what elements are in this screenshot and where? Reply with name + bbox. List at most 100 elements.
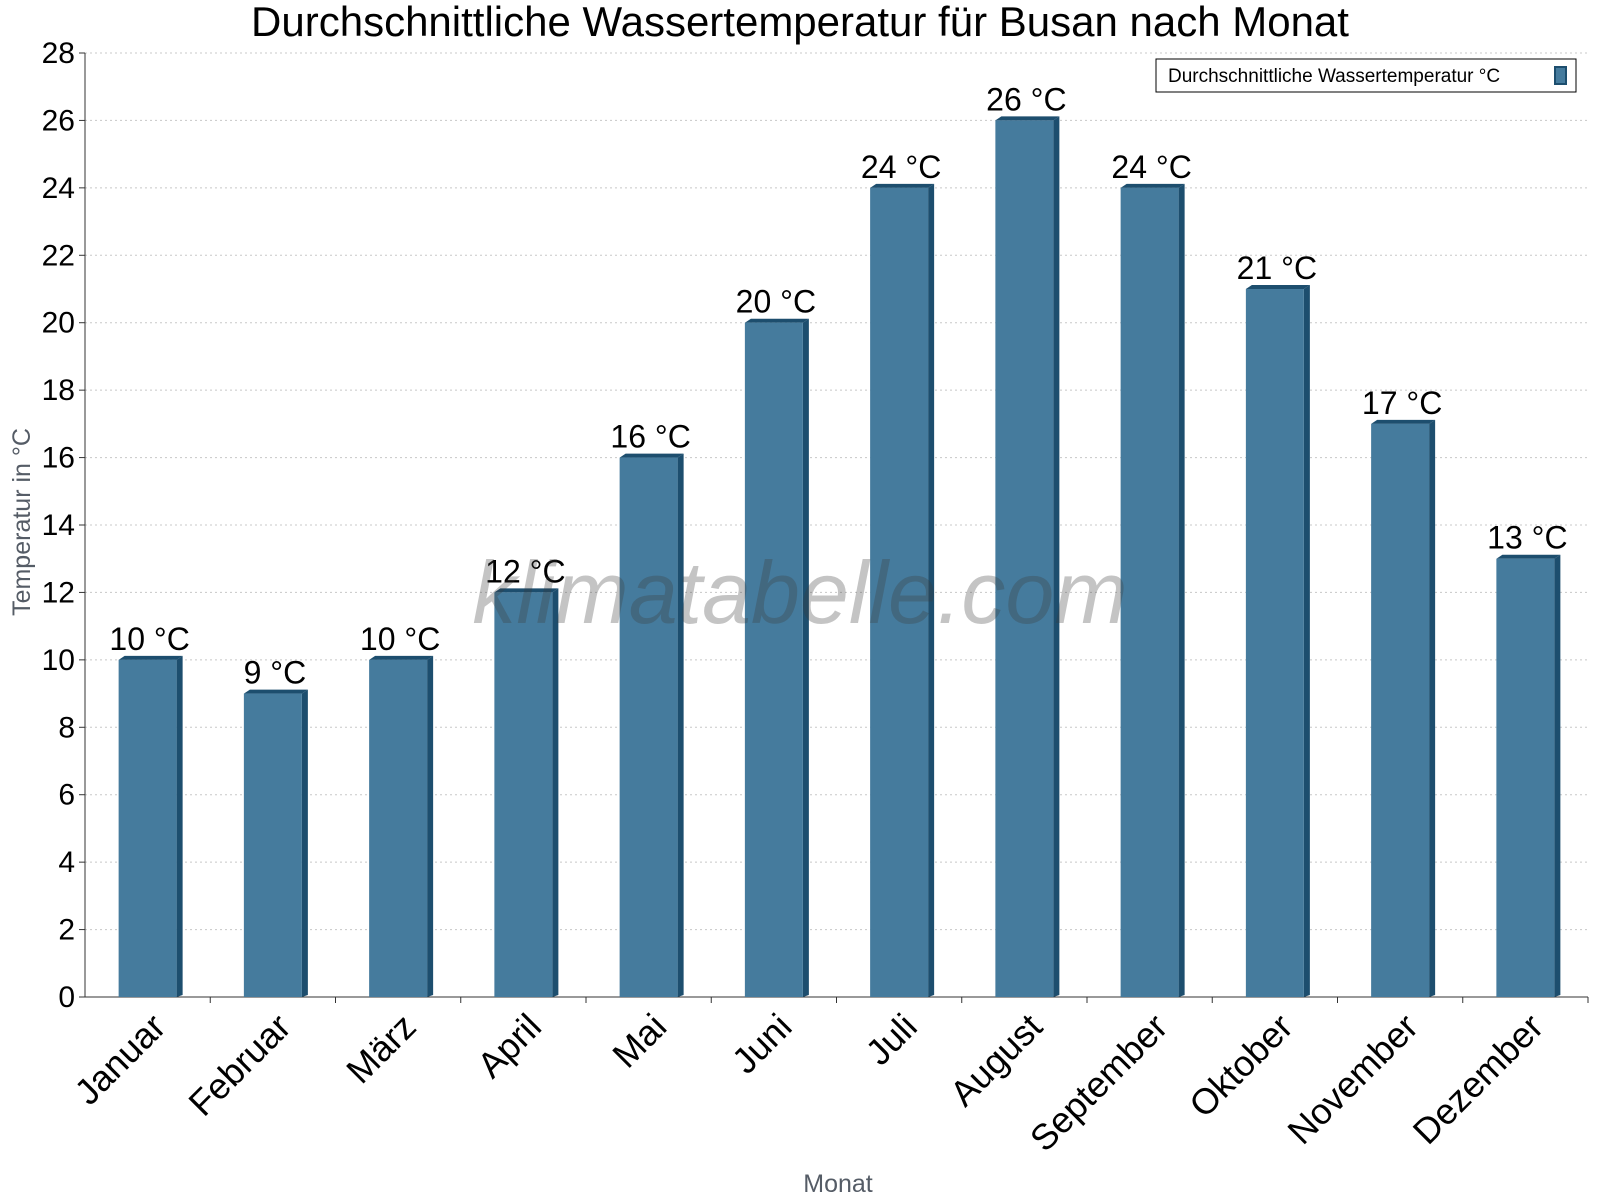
bar <box>243 689 308 997</box>
legend-label: Durchschnittliche Wassertemperatur °C <box>1168 66 1500 87</box>
data-label: 12 °C <box>485 553 565 589</box>
x-tick-label: August <box>942 1006 1050 1114</box>
bar-top <box>243 689 308 694</box>
bar-front <box>494 592 553 997</box>
y-tick-label: 12 <box>42 576 75 609</box>
x-axis-ticks: Januar Februar März April Mai Juni Juli AugustS… <box>66 1006 1551 1160</box>
y-tick-label: 20 <box>42 307 75 340</box>
data-label: 16 °C <box>610 419 690 455</box>
bar-top <box>744 318 809 323</box>
data-label: 10 °C <box>109 621 189 657</box>
bar-side <box>301 689 308 997</box>
y-tick-label: 0 <box>58 981 75 1014</box>
x-tick-label: Dezember <box>1405 1006 1551 1152</box>
bar-top <box>1245 285 1310 289</box>
x-tick-label: März <box>338 1006 424 1092</box>
data-label: 10 °C <box>360 621 440 657</box>
y-tick-label: 18 <box>42 374 75 407</box>
x-tick-label: November <box>1279 1006 1425 1152</box>
bar <box>369 655 434 997</box>
chart-title: Durchschnittliche Wassertemperatur für B… <box>251 0 1349 45</box>
x-tick-label: Januar <box>66 1006 173 1113</box>
bar <box>619 453 684 998</box>
y-tick-label: 16 <box>42 442 75 475</box>
bar-side <box>1178 183 1185 997</box>
bar <box>1245 285 1310 997</box>
bar <box>870 183 935 997</box>
bar-front <box>118 659 177 997</box>
bar-front <box>243 693 302 997</box>
data-label: 9 °C <box>244 655 307 691</box>
y-tick-label: 28 <box>42 37 75 70</box>
y-tick-label: 2 <box>58 914 75 947</box>
y-tick-label: 4 <box>58 846 75 879</box>
bar-top <box>494 588 559 593</box>
x-tick-label: Februar <box>180 1006 298 1124</box>
y-tick-label: 6 <box>58 779 75 812</box>
bar-top <box>619 453 684 458</box>
x-axis-label: Monat <box>803 1170 873 1198</box>
bar-side <box>1053 116 1060 997</box>
bars <box>118 116 1561 998</box>
bar-front <box>995 120 1054 997</box>
bar <box>1496 554 1561 997</box>
y-tick-label: 10 <box>42 644 75 677</box>
bar-top <box>369 655 434 660</box>
bar-side <box>1303 285 1310 997</box>
bar-top <box>995 116 1060 121</box>
y-tick-label: 8 <box>58 711 75 744</box>
data-label: 21 °C <box>1237 250 1317 286</box>
data-label: 24 °C <box>861 149 941 185</box>
y-tick-label: 14 <box>42 509 75 542</box>
bar-top <box>1371 419 1436 424</box>
bar-top <box>870 183 935 188</box>
bar-side <box>1429 419 1436 997</box>
bar <box>118 655 183 997</box>
bar-top <box>118 655 183 660</box>
data-label: 13 °C <box>1487 520 1567 556</box>
x-tick-label: Oktober <box>1181 1006 1301 1126</box>
data-label: 20 °C <box>736 284 816 320</box>
bar-side <box>427 655 434 997</box>
bar-side <box>802 318 809 997</box>
bar-front <box>870 187 929 997</box>
data-labels: 10 °C 9 °C 10 °C 12 °C 16 °C 20 °C 24 °C 26 °C 2… <box>109 81 1567 690</box>
bar-front <box>369 659 428 997</box>
bar-front <box>1496 558 1555 997</box>
data-label: 26 °C <box>986 81 1066 117</box>
bar <box>995 116 1060 997</box>
legend-swatch <box>1554 66 1567 85</box>
bar-front <box>1245 289 1304 997</box>
data-label: 24 °C <box>1111 149 1191 185</box>
bar-side <box>552 588 559 997</box>
bar <box>1371 419 1436 997</box>
y-tick-label: 26 <box>42 104 75 137</box>
x-tick-label: September <box>1022 1006 1176 1160</box>
grid-lines <box>85 52 1588 931</box>
bar-side <box>677 453 684 998</box>
axes <box>84 53 1589 1003</box>
bar-side <box>176 655 183 997</box>
bar-side <box>1554 554 1561 997</box>
bar <box>494 588 559 997</box>
bar-side <box>928 183 935 997</box>
x-tick-label: Juli <box>858 1006 925 1073</box>
data-label: 17 °C <box>1362 385 1442 421</box>
bar <box>744 318 809 997</box>
watermark: klimatabelle.com <box>472 543 1127 642</box>
bar-front <box>744 322 803 997</box>
bar-front <box>619 457 678 998</box>
x-tick-label: Mai <box>604 1006 674 1076</box>
x-tick-label: Juni <box>724 1006 800 1082</box>
legend: Durchschnittliche Wassertemperatur °C <box>1155 58 1577 93</box>
bar-front <box>1120 187 1179 997</box>
legend-box <box>1155 58 1577 93</box>
bar <box>1120 183 1185 997</box>
bar-front <box>1371 423 1430 997</box>
y-axis-label: Temperatur in °C <box>8 428 36 616</box>
bar-top <box>1496 554 1561 559</box>
y-tick-label: 24 <box>42 172 75 205</box>
x-tick-label: April <box>469 1006 549 1086</box>
